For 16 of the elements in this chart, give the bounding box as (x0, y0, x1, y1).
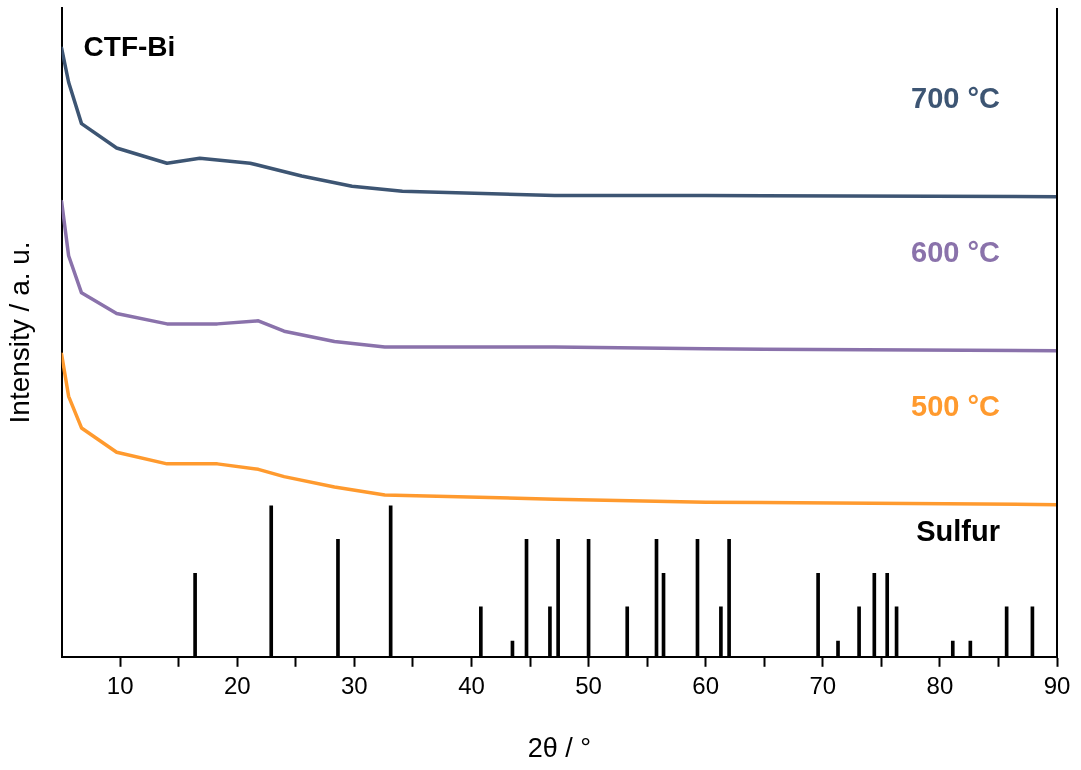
x-tick-label: 30 (341, 671, 368, 699)
x-tick-label: 80 (926, 671, 954, 699)
text: 600 °C (911, 235, 1001, 268)
x-tick-label: 60 (692, 671, 720, 699)
x-tick-label: 40 (458, 671, 485, 699)
x-axis-title: 2θ / ° (527, 733, 591, 764)
x-tick-label: 20 (223, 671, 251, 699)
series-label: Sulfur (916, 514, 1000, 547)
x-tick-label: 70 (809, 671, 837, 699)
annotation: CTF-Bi (83, 30, 176, 62)
text: 700 °C (911, 81, 1001, 114)
x-tick-label: 90 (1043, 671, 1071, 699)
text: 500 °C (911, 389, 1001, 422)
x-tick-label: 50 (575, 671, 602, 699)
x-tick-label: 10 (106, 671, 134, 699)
y-axis-title: Intensity / a. u. (3, 241, 35, 424)
